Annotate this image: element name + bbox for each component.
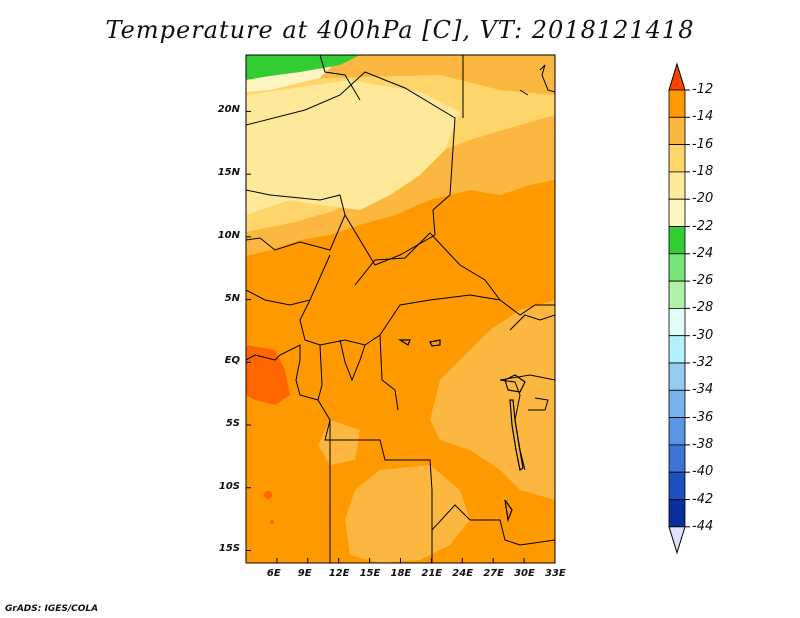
colorbar-level-label: -36 (692, 409, 714, 425)
lat-tick-label: 20N (217, 104, 240, 116)
colorbar-swatch (668, 144, 686, 173)
colorbar-level-label: -30 (692, 327, 714, 343)
colorbar-level-label: -38 (692, 436, 714, 452)
colorbar-level-label: -32 (692, 355, 714, 370)
lon-tick-label: 6E (266, 568, 281, 579)
colorbar-swatch (668, 280, 686, 309)
lat-tick-label: 5S (225, 418, 240, 430)
colorbar-swatch (668, 362, 686, 391)
colorbar-swatch (668, 389, 686, 418)
field-south-patch (318, 420, 360, 465)
lat-tick-label: EQ (224, 355, 240, 367)
field-dark-spot-2 (270, 520, 274, 524)
field-dark-orange (246, 345, 290, 405)
lat-tick-label: 15N (217, 167, 240, 179)
colorbar-level-label: -12 (692, 82, 714, 97)
lat-tick-label: 10N (217, 229, 240, 241)
map-title: Temperature at 400hPa [C], VT: 201812141… (105, 16, 695, 44)
lon-tick-label: 27E (483, 568, 504, 579)
lon-tick-label: 12E (328, 568, 350, 579)
colorbar-swatch (668, 471, 686, 500)
lon-tick-label: 30E (514, 568, 535, 579)
field-south-light (345, 465, 470, 563)
colorbar-level-label: -22 (692, 218, 714, 234)
lon-tick-label: 9E (297, 568, 312, 579)
field-east-patch (470, 150, 555, 195)
axis-ticks (246, 110, 556, 563)
colorbar-level-label: -20 (692, 191, 714, 207)
colorbar-level-label: -16 (692, 136, 714, 152)
colorbar-swatch (668, 253, 686, 282)
colorbar-level-label: -40 (692, 464, 714, 480)
colorbar-top-arrow (668, 62, 686, 91)
colorbar (668, 62, 690, 555)
colorbar-swatch (668, 335, 686, 364)
lon-tick-label: 33E (545, 568, 566, 579)
colorbar-level-label: -18 (692, 163, 714, 179)
lat-tick-label: 10S (218, 480, 240, 492)
lakes (397, 339, 526, 523)
lon-tick-label: 15E (359, 568, 381, 579)
credit-text: GrADS: IGES/COLA (5, 604, 99, 614)
colorbar-swatch (668, 417, 686, 446)
colorbar-level-label: -14 (692, 109, 714, 125)
lon-tick-label: 24E (452, 568, 474, 579)
colorbar-bottom-arrow (668, 526, 686, 555)
field-dark-spot (264, 491, 272, 499)
lat-tick-label: 15S (218, 543, 240, 555)
lon-tick-label: 21E (421, 568, 443, 579)
temperature-field (246, 55, 555, 563)
colorbar-swatch (668, 444, 686, 473)
colorbar-level-label: -34 (692, 382, 714, 398)
colorbar-level-label: -42 (692, 491, 714, 507)
colorbar-level-label: -26 (692, 273, 714, 289)
colorbar-level-label: -44 (692, 518, 714, 534)
colorbar-swatch (668, 116, 686, 146)
colorbar-level-label: -28 (692, 300, 714, 316)
lat-tick-label: 5N (224, 292, 240, 304)
colorbar-swatch (668, 307, 686, 337)
field-pale-yellow (246, 80, 460, 215)
field-green (246, 55, 360, 80)
lon-tick-label: 18E (390, 568, 412, 579)
colorbar-swatch (668, 89, 686, 118)
colorbar-swatch (668, 226, 686, 255)
colorbar-swatch (668, 499, 686, 528)
colorbar-level-label: -24 (692, 245, 714, 261)
country-borders (246, 55, 555, 563)
colorbar-swatch (668, 171, 686, 200)
colorbar-swatch (668, 198, 686, 227)
field-east-light (430, 300, 555, 500)
